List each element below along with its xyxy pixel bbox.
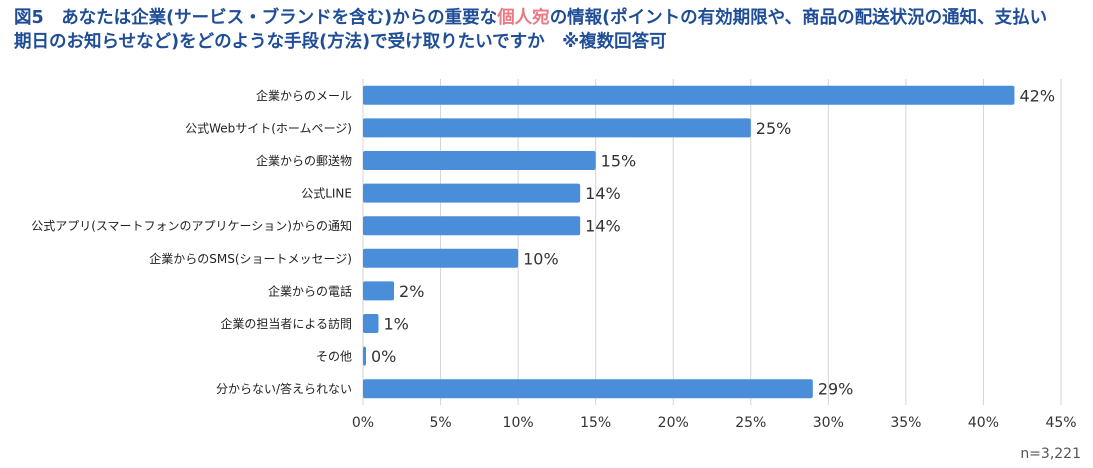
title-text-2: の情報(ポイントの有効期限や、商品の配送状況の通知、支払い (549, 8, 1048, 28)
value-label: 0% (371, 347, 396, 366)
x-tick-label: 0% (352, 415, 374, 431)
chart-title: 図5 あなたは企業(サービス・ブランドを含む)からの重要な個人宛の情報(ポイント… (14, 6, 1084, 54)
bar (363, 118, 751, 138)
value-label: 15% (601, 152, 637, 171)
bar (363, 85, 1015, 105)
category-label: 分からない/答えられない (216, 381, 352, 396)
x-tick-label: 30% (813, 415, 844, 431)
x-tick-label: 15% (580, 415, 611, 431)
bar (363, 248, 519, 268)
bar (363, 314, 379, 333)
category-label: 企業からの電話 (268, 283, 352, 298)
title-line-2: 期日のお知らせなど)をどのような手段(方法)で受け取りたいですか ※複数回答可 (14, 32, 667, 52)
value-label: 29% (818, 380, 854, 399)
x-tick-label: 5% (429, 415, 451, 431)
bar (363, 151, 596, 170)
category-label: 公式アプリ(スマートフォンのアプリケーション)からの通知 (31, 219, 352, 233)
figure-label: 図5 (14, 8, 44, 28)
x-tick-label: 10% (503, 415, 534, 431)
value-label: 14% (585, 184, 621, 203)
title-text-1: あなたは企業(サービス・ブランドを含む)からの重要な (61, 8, 498, 28)
category-label: 企業からのSMS(ショートメッセージ) (149, 251, 352, 266)
x-tick-label: 25% (735, 415, 766, 431)
bar (363, 183, 581, 203)
value-label: 14% (585, 217, 621, 236)
bar (363, 346, 366, 366)
category-label: 企業からのメール (256, 88, 352, 103)
bar (363, 281, 395, 301)
title-line-1: 図5 あなたは企業(サービス・ブランドを含む)からの重要な個人宛の情報(ポイント… (14, 6, 1084, 30)
category-label: その他 (316, 350, 352, 364)
sample-size-note: n=3,221 (1020, 446, 1081, 462)
category-label: 公式Webサイト(ホームページ) (185, 121, 352, 135)
bar (363, 379, 813, 399)
x-tick-label: 40% (968, 415, 999, 431)
x-tick-label: 35% (890, 415, 921, 431)
title-highlight: 個人宛 (497, 8, 550, 28)
value-label: 2% (399, 282, 424, 301)
value-label: 25% (756, 119, 792, 138)
value-label: 1% (384, 315, 409, 334)
bar (363, 216, 581, 236)
category-label: 企業からの郵送物 (256, 153, 352, 168)
x-tick-label: 20% (658, 415, 689, 431)
value-label: 10% (523, 249, 559, 268)
x-tick-label: 45% (1045, 415, 1076, 431)
value-label: 42% (1019, 86, 1055, 105)
category-label: 公式LINE (301, 187, 352, 201)
category-label: 企業の担当者による訪問 (220, 316, 352, 331)
